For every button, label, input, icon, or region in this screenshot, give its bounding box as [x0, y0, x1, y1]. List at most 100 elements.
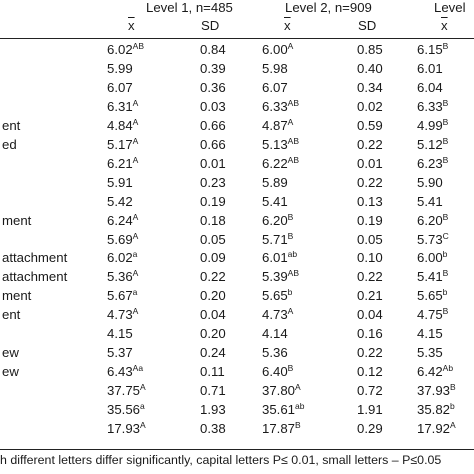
row-label: attachment — [2, 269, 68, 284]
bottom-rule — [0, 449, 474, 450]
l3-mean-cell: 35.82b — [417, 401, 455, 417]
l1-sd-cell: 0.66 — [200, 137, 226, 152]
l1-sd-cell: 0.18 — [200, 213, 226, 228]
l2-mean-header: x — [284, 18, 291, 33]
l2-sd-cell: 0.34 — [357, 80, 383, 95]
l3-mean-cell-letters: B — [442, 41, 449, 51]
l2-mean-cell: 6.20B — [262, 212, 294, 228]
level-2-header: Level 2, n=909 — [285, 0, 372, 15]
l2-mean-cell-letters: B — [287, 231, 294, 241]
l2-sd-cell: 0.22 — [357, 345, 383, 360]
l2-mean-cell-letters: ab — [287, 249, 298, 259]
l2-sd-cell: 0.16 — [357, 326, 383, 341]
l2-sd-cell: 0.85 — [357, 42, 383, 57]
l3-mean-cell: 6.00b — [417, 249, 448, 265]
row-label: ment — [2, 213, 32, 228]
l3-mean-cell-letters: B — [442, 98, 449, 108]
l3-mean-cell-letters: A — [450, 420, 456, 430]
l1-sd-cell: 0.20 — [200, 288, 226, 303]
l2-mean-cell: 17.87B — [262, 420, 301, 436]
l1-sd-cell: 0.04 — [200, 307, 226, 322]
l3-mean-cell: 17.92A — [417, 420, 456, 436]
l1-mean-cell: 6.07 — [107, 80, 133, 95]
l3-mean-cell: 5.41B — [417, 268, 449, 284]
l1-mean-cell: 5.69A — [107, 231, 139, 247]
l1-sd-cell: 0.71 — [200, 383, 226, 398]
l1-sd-cell: 0.24 — [200, 345, 226, 360]
l2-sd-cell: 0.29 — [357, 421, 383, 436]
l2-sd-cell: 0.40 — [357, 61, 383, 76]
row-label: attachment — [2, 250, 68, 265]
row-label: ew — [2, 364, 19, 379]
l2-mean-cell-letters: AB — [287, 155, 300, 165]
l2-mean-cell-letters: AB — [287, 136, 300, 146]
l2-mean-cell: 6.00A — [262, 41, 294, 57]
l3-mean-cell: 5.12B — [417, 136, 449, 152]
l2-sd-header: SD — [358, 18, 377, 33]
l1-mean-cell: 4.73A — [107, 306, 139, 322]
l3-mean-cell: 4.99B — [417, 117, 449, 133]
l1-mean-cell: 6.02AB — [107, 41, 145, 57]
l3-mean-cell: 5.73C — [417, 231, 449, 247]
row-label: ent — [2, 307, 21, 322]
header-rule — [0, 38, 474, 39]
l2-mean-cell-letters: AB — [287, 98, 300, 108]
l1-mean-cell: 6.31A — [107, 98, 139, 114]
l2-mean-cell: 5.36 — [262, 345, 288, 360]
l3-mean-cell-letters: B — [442, 136, 449, 146]
l2-mean-cell: 5.89 — [262, 175, 288, 190]
l3-mean-cell: 37.93B — [417, 382, 456, 398]
l1-sd-cell: 0.19 — [200, 194, 226, 209]
row-label: ew — [2, 345, 19, 360]
l3-mean-cell: 6.23B — [417, 155, 449, 171]
l2-sd-cell: 0.04 — [357, 307, 383, 322]
l2-mean-cell: 5.13AB — [262, 136, 300, 152]
l1-mean-cell: 6.43Aa — [107, 363, 144, 379]
l1-sd-cell: 0.22 — [200, 269, 226, 284]
l1-sd-cell: 0.23 — [200, 175, 226, 190]
l2-sd-cell: 1.91 — [357, 402, 383, 417]
l3-mean-cell: 4.75B — [417, 306, 449, 322]
l2-mean-cell: 37.80A — [262, 382, 301, 398]
l2-mean-cell-letters: b — [287, 287, 293, 297]
l1-mean-header: x — [128, 18, 135, 33]
l1-mean-cell: 4.15 — [107, 326, 133, 341]
l2-mean-cell: 5.41 — [262, 194, 288, 209]
l2-mean-cell-letters: A — [287, 41, 294, 51]
row-label: ed — [2, 137, 17, 152]
l1-mean-cell: 5.37 — [107, 345, 133, 360]
l2-mean-cell: 6.01ab — [262, 249, 298, 265]
l1-mean-cell-letters: A — [140, 382, 146, 392]
l2-mean-cell: 4.73A — [262, 306, 294, 322]
l1-sd-cell: 0.20 — [200, 326, 226, 341]
l3-mean-cell: 5.35 — [417, 345, 443, 360]
l2-mean-cell: 4.14 — [262, 326, 288, 341]
l3-mean-cell: 6.01 — [417, 61, 443, 76]
l1-mean-cell: 6.21A — [107, 155, 139, 171]
l2-mean-cell: 5.71B — [262, 231, 294, 247]
l3-mean-cell-letters: B — [450, 382, 456, 392]
l2-mean-cell-letters: B — [287, 363, 294, 373]
l2-sd-cell: 0.22 — [357, 137, 383, 152]
l3-mean-cell: 5.41 — [417, 194, 443, 209]
l2-mean-cell-letters: A — [287, 306, 294, 316]
l2-sd-cell: 0.72 — [357, 383, 383, 398]
l1-sd-cell: 0.36 — [200, 80, 226, 95]
l1-mean-cell-letters: a — [132, 249, 138, 259]
l3-mean-cell-letters: B — [442, 306, 449, 316]
l2-sd-cell: 0.05 — [357, 232, 383, 247]
l1-mean-cell-letters: A — [132, 268, 139, 278]
l2-sd-cell: 0.12 — [357, 364, 383, 379]
l2-mean-cell: 5.98 — [262, 61, 288, 76]
l2-mean-cell: 5.65b — [262, 287, 293, 303]
l1-mean-cell-letters: a — [132, 287, 138, 297]
l1-mean-cell-letters: A — [132, 212, 139, 222]
l2-sd-cell: 0.10 — [357, 250, 383, 265]
l1-mean-cell-letters: A — [132, 155, 139, 165]
l2-mean-cell-letters: ab — [295, 401, 305, 411]
l1-sd-cell: 1.93 — [200, 402, 226, 417]
l1-sd-cell: 0.05 — [200, 232, 226, 247]
l3-mean-cell-letters: B — [442, 212, 449, 222]
l1-sd-cell: 0.38 — [200, 421, 226, 436]
